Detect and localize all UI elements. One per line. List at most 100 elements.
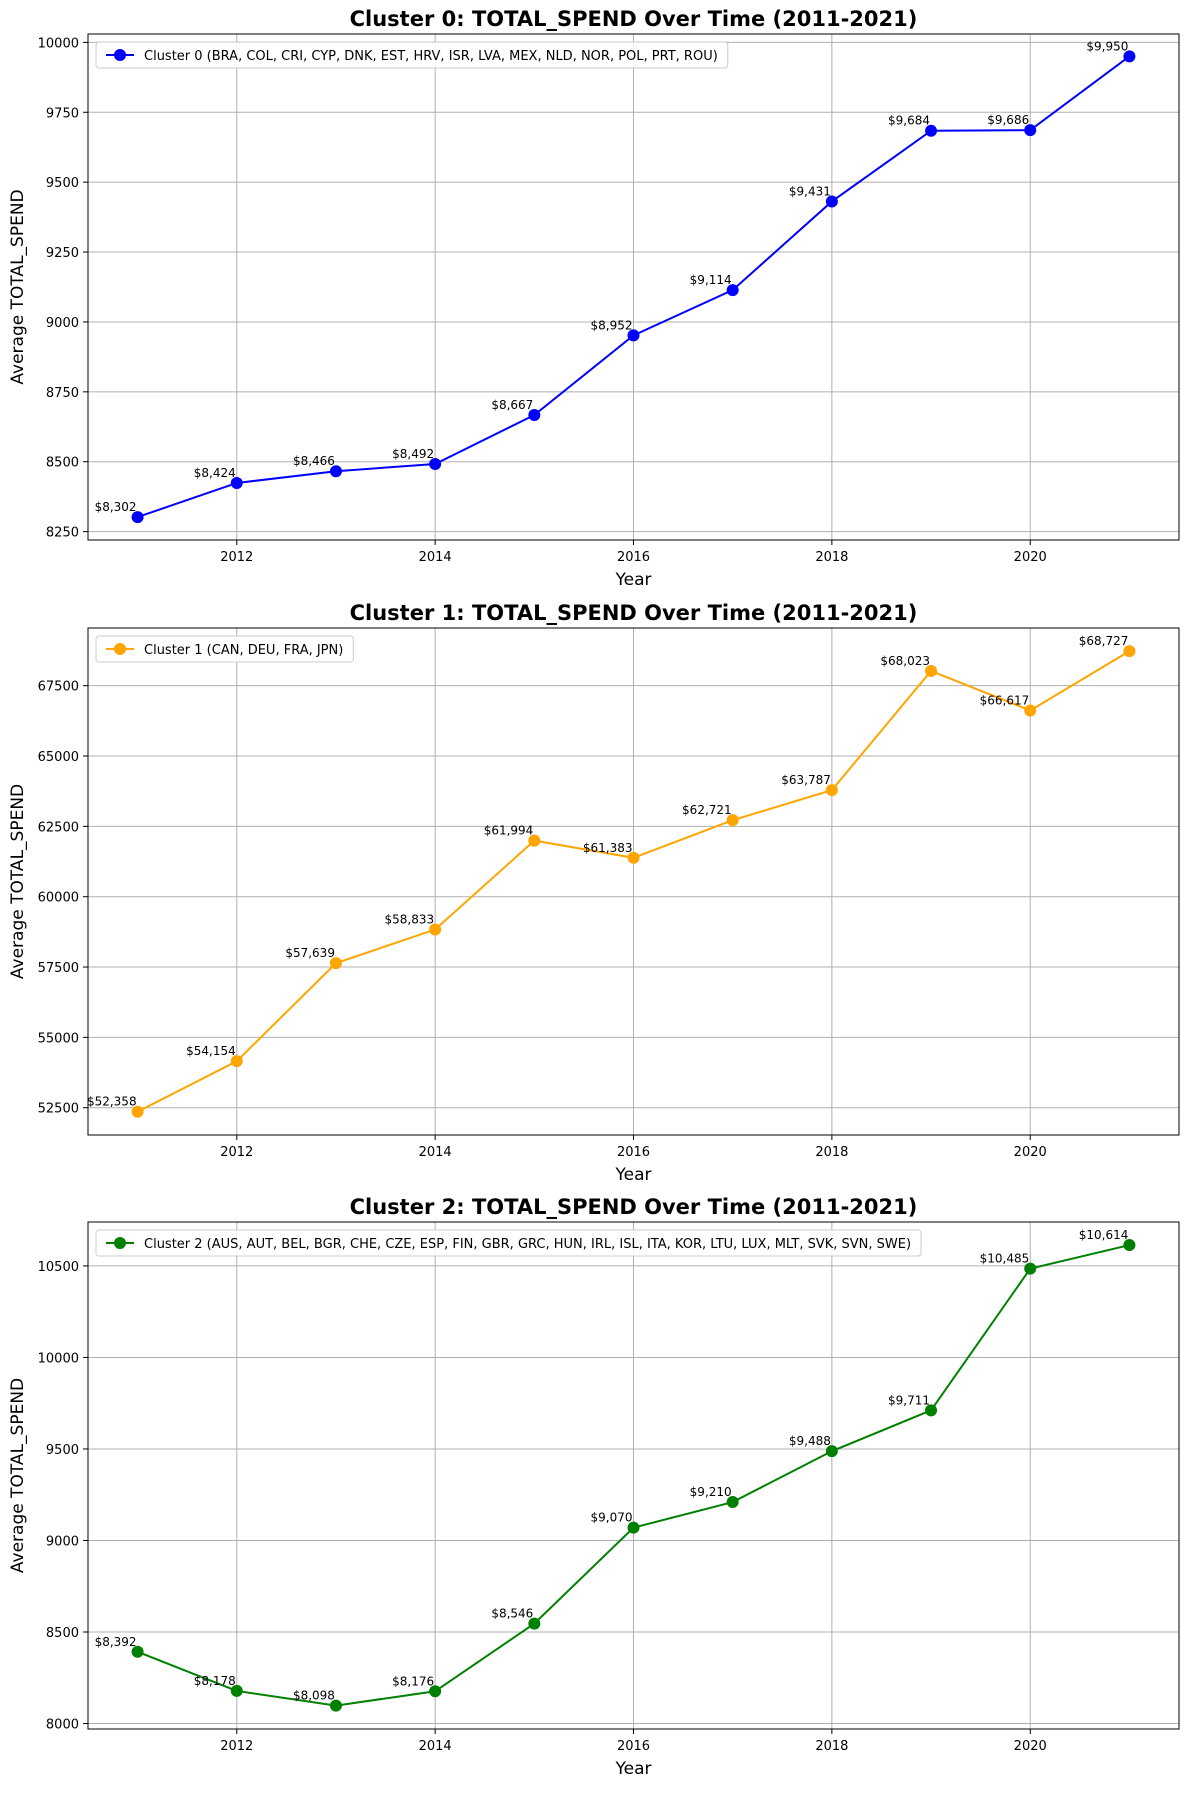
x-tick-label: 2018	[815, 550, 848, 565]
data-point	[1123, 50, 1136, 63]
data-point	[329, 957, 342, 970]
data-label: $9,210	[690, 1485, 732, 1499]
data-label: $54,154	[186, 1044, 236, 1058]
data-point	[825, 1445, 838, 1458]
data-point	[131, 511, 144, 524]
data-label: $61,994	[484, 824, 534, 838]
y-tick-label: 8750	[46, 386, 79, 401]
y-tick-label: 9000	[46, 316, 79, 331]
data-label: $8,424	[194, 466, 236, 480]
data-label: $9,684	[888, 114, 930, 128]
data-label: $9,431	[789, 184, 831, 198]
x-tick-label: 2014	[419, 1145, 452, 1160]
y-tick-label: 9000	[46, 1534, 79, 1549]
legend-label: Cluster 0 (BRA, COL, CRI, CYP, DNK, EST,…	[144, 49, 718, 64]
y-tick-label: 9500	[46, 1443, 79, 1458]
data-point	[429, 923, 442, 936]
x-tick-label: 2016	[617, 550, 650, 565]
data-point	[1024, 704, 1037, 717]
data-label: $61,383	[583, 841, 633, 855]
y-axis-label: Average TOTAL_SPEND	[8, 1378, 28, 1573]
x-tick-label: 2020	[1014, 550, 1047, 565]
data-label: $8,098	[293, 1689, 335, 1703]
data-label: $9,114	[690, 273, 732, 287]
x-tick-label: 2020	[1014, 1739, 1047, 1754]
y-tick-label: 10500	[38, 1260, 79, 1275]
legend-box	[95, 635, 354, 663]
x-tick-label: 2014	[419, 550, 452, 565]
x-tick-label: 2018	[815, 1739, 848, 1754]
data-point	[528, 409, 541, 422]
y-tick-label: 8000	[46, 1718, 79, 1733]
y-tick-label: 60000	[38, 891, 79, 906]
data-point	[726, 1496, 739, 1509]
data-point	[825, 195, 838, 208]
data-label: $8,392	[95, 1635, 137, 1649]
legend: Cluster 2 (AUS, AUT, BEL, BGR, CHE, CZE,…	[95, 1229, 922, 1257]
data-label: $8,466	[293, 454, 335, 468]
chart-title: Cluster 2: TOTAL_SPEND Over Time (2011-2…	[350, 1195, 918, 1219]
data-label: $8,667	[491, 398, 533, 412]
legend-marker	[114, 643, 126, 655]
x-tick-label: 2012	[220, 550, 253, 565]
data-point	[528, 834, 541, 847]
data-point	[429, 457, 442, 470]
y-tick-label: 67500	[38, 680, 79, 695]
data-point	[329, 465, 342, 478]
legend: Cluster 1 (CAN, DEU, FRA, JPN)	[95, 635, 354, 663]
data-point	[925, 124, 938, 137]
chart-title: Cluster 1: TOTAL_SPEND Over Time (2011-2…	[350, 601, 918, 625]
data-point	[726, 814, 739, 827]
y-tick-label: 9750	[46, 106, 79, 121]
data-point	[925, 664, 938, 677]
data-label: $68,023	[880, 654, 930, 668]
x-axis-label: Year	[615, 1165, 652, 1185]
data-label: $9,950	[1086, 39, 1128, 53]
data-point	[627, 851, 640, 864]
data-label: $9,070	[591, 1511, 633, 1525]
y-tick-label: 52500	[38, 1102, 79, 1117]
chart-title: Cluster 0: TOTAL_SPEND Over Time (2011-2…	[350, 7, 918, 31]
data-point	[1024, 1262, 1037, 1275]
data-label: $8,178	[194, 1674, 236, 1688]
x-axis-label: Year	[615, 1759, 652, 1779]
x-tick-label: 2016	[617, 1739, 650, 1754]
y-tick-label: 8500	[46, 456, 79, 471]
data-label: $58,833	[385, 913, 435, 927]
y-tick-label: 8500	[46, 1626, 79, 1641]
y-tick-label: 62500	[38, 820, 79, 835]
data-label: $63,787	[781, 773, 831, 787]
y-tick-label: 57500	[38, 961, 79, 976]
chart-panel-2: Cluster 2: TOTAL_SPEND Over Time (2011-2…	[8, 1195, 1180, 1779]
data-label: $8,176	[392, 1674, 434, 1688]
legend-box	[95, 1229, 922, 1257]
data-point	[329, 1699, 342, 1712]
x-tick-label: 2018	[815, 1145, 848, 1160]
x-tick-label: 2016	[617, 1145, 650, 1160]
y-tick-label: 65000	[38, 750, 79, 765]
data-point	[726, 284, 739, 297]
data-label: $57,639	[285, 946, 335, 960]
data-point	[825, 784, 838, 797]
data-point	[1123, 645, 1136, 658]
chart-panel-0: Cluster 0: TOTAL_SPEND Over Time (2011-2…	[8, 7, 1180, 590]
y-tick-label: 9250	[46, 246, 79, 261]
data-point	[1024, 124, 1037, 137]
x-tick-label: 2012	[220, 1739, 253, 1754]
x-axis-label: Year	[615, 570, 652, 590]
legend-label: Cluster 1 (CAN, DEU, FRA, JPN)	[144, 643, 343, 658]
data-label: $8,546	[491, 1607, 533, 1621]
data-label: $8,302	[95, 500, 137, 514]
data-label: $9,711	[888, 1393, 930, 1407]
y-axis-label: Average TOTAL_SPEND	[8, 189, 28, 384]
data-point	[230, 1055, 243, 1068]
legend-marker	[114, 1237, 126, 1249]
data-label: $62,721	[682, 803, 732, 817]
data-point	[627, 329, 640, 342]
data-point	[528, 1617, 541, 1630]
y-tick-label: 9500	[46, 176, 79, 191]
data-label: $9,488	[789, 1434, 831, 1448]
x-tick-label: 2014	[419, 1739, 452, 1754]
